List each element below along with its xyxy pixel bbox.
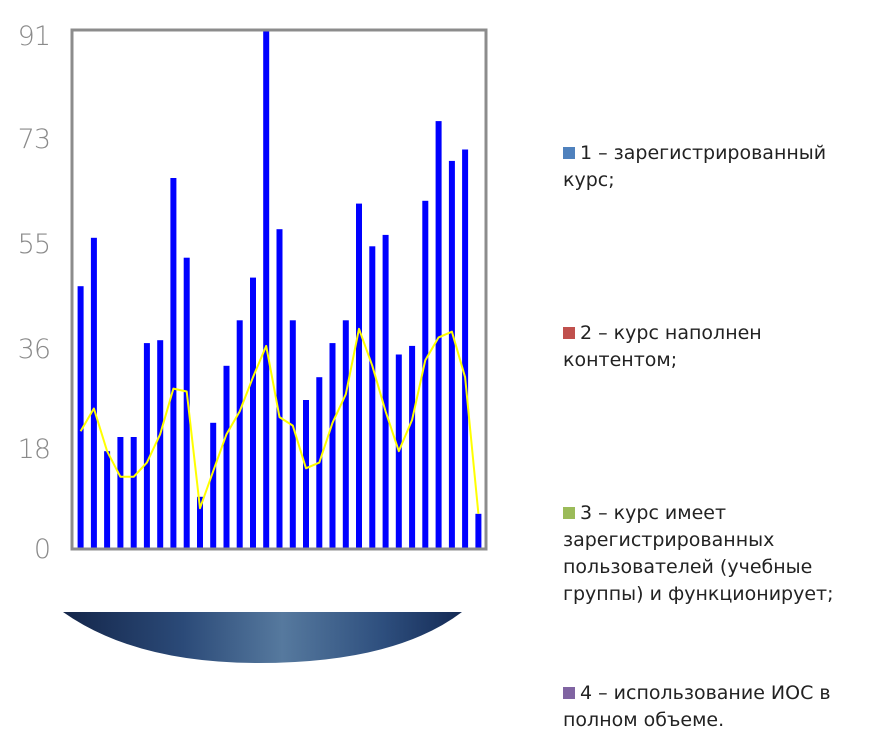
bar — [329, 343, 336, 548]
bar — [117, 437, 124, 548]
bar — [422, 200, 429, 549]
bar — [90, 237, 97, 549]
bar — [475, 513, 482, 548]
y-tick-label: 55 — [18, 229, 50, 260]
y-tick-label: 36 — [18, 334, 50, 365]
bar — [382, 234, 389, 548]
y-tick-label: 0 — [34, 534, 50, 565]
y-tick-label: 73 — [18, 124, 50, 155]
y-tick-label: 18 — [18, 434, 50, 465]
bar — [303, 400, 309, 548]
legend-swatch-3 — [563, 507, 575, 519]
bar — [342, 320, 349, 548]
bar — [263, 30, 270, 548]
y-axis-ticks: 0 18 36 55 73 91 — [18, 21, 51, 565]
bar — [356, 203, 362, 548]
bar — [157, 340, 164, 548]
bar — [77, 286, 84, 548]
bar — [435, 121, 442, 548]
legend-swatch-2 — [563, 327, 575, 339]
line-series — [79, 327, 480, 514]
bar — [143, 343, 150, 548]
legend-label-2: 2 – курс наполнен контентом; — [563, 322, 762, 371]
bar — [170, 178, 177, 548]
decorative-bowl-shape — [63, 612, 462, 663]
legend-label-3: 3 – курс имеет зарегистрированных пользо… — [563, 502, 834, 605]
legend-item-2: 2 – курс наполнен контентом; — [563, 320, 863, 374]
bar — [250, 277, 256, 548]
legend-item-3: 3 – курс имеет зарегистрированных пользо… — [563, 500, 863, 608]
bar — [448, 160, 455, 548]
bar — [130, 437, 137, 548]
bar — [462, 149, 469, 548]
legend-swatch-1 — [563, 147, 575, 159]
bar — [210, 422, 217, 548]
bars-layer — [77, 30, 482, 549]
bar — [183, 257, 190, 548]
legend-swatch-4 — [563, 687, 575, 699]
line-layer — [79, 327, 480, 514]
legend-item-1: 1 – зарегистрированный курс; — [563, 140, 863, 194]
bar — [289, 320, 296, 548]
bar — [197, 496, 203, 548]
legend-label-1: 1 – зарегистрированный курс; — [563, 142, 827, 191]
legend-label-4: 4 – использование ИОС в полном объеме. — [563, 682, 831, 731]
bar — [236, 320, 243, 548]
legend-item-4: 4 – использование ИОС в полном объеме. — [563, 680, 863, 734]
bar — [223, 365, 230, 548]
plot-frame — [70, 28, 488, 551]
bar — [409, 345, 416, 548]
bar — [104, 451, 111, 548]
y-tick-label: 91 — [18, 21, 50, 52]
bar — [369, 246, 376, 549]
bar — [276, 229, 283, 548]
